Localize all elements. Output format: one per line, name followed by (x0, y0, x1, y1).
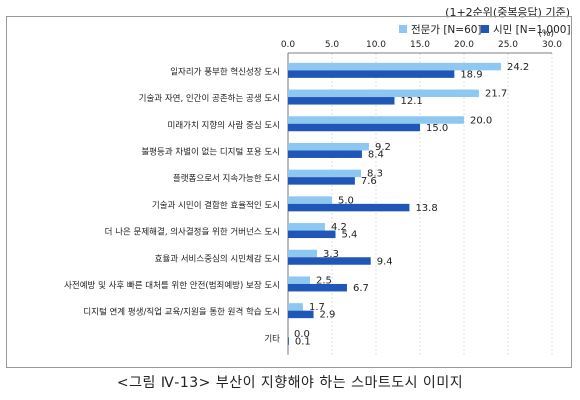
bar-series-1 (288, 89, 479, 98)
data-label-series-1: 2.5 (316, 275, 332, 286)
chart-frame: 전문가 [N=60] 시민 [N=1,000] (%) 0.0 5.0 10.0 15.0 2… (6, 16, 572, 368)
data-label-series-1: 4.2 (331, 222, 347, 233)
bar-series-1 (288, 223, 325, 231)
x-tick-label: 5.0 (325, 40, 340, 50)
bar-series-2 (288, 310, 314, 319)
bar-series-1 (288, 142, 369, 151)
bar-series-2 (288, 177, 355, 185)
bar-series-1 (288, 169, 362, 178)
bar-series-1 (288, 116, 464, 124)
category-label: 미래가치 지향의 사람 중심 도시 (168, 120, 280, 131)
bar-series-1 (288, 249, 318, 258)
bar-series-2 (288, 283, 347, 292)
figure-caption: <그림 Ⅳ-13> 부산이 지향해야 하는 스마트도시 이미지 (116, 375, 464, 391)
bar-chart: 전문가 [N=60] 시민 [N=1,000](%) 0.0 5.0 10.0 15.0 2… (64, 24, 571, 355)
category-label: 사전예방 및 사후 빠른 대처를 위한 안전(범죄예방) 보장 도시 (64, 280, 280, 291)
data-label-series-2: 18.9 (460, 69, 482, 80)
data-label-series-2: 12.1 (400, 96, 422, 107)
data-label-series-1: 8.3 (367, 169, 383, 180)
category-label: 플랫폼으로서 지속가능한 도시 (173, 173, 280, 184)
legend-label-series-2: 시민 [N=1,000] (493, 24, 571, 36)
x-tick-label: 30.0 (542, 40, 562, 50)
data-label-series-1: 24.2 (507, 62, 529, 73)
bar-series-2 (288, 150, 362, 158)
legend-label-series-1: 전문가 [N=60] (411, 24, 482, 36)
category-label: 효율과 서비스중심의 시민체감 도시 (155, 253, 280, 264)
data-label-series-2: 2.9 (320, 310, 336, 321)
legend-swatch-series-1 (399, 25, 407, 33)
data-label-series-2: 5.4 (342, 230, 358, 241)
data-label-series-1: 3.3 (323, 249, 339, 260)
x-tick-label: 15.0 (410, 40, 430, 50)
bar-series-2 (288, 230, 336, 239)
category-label: 일자리가 풍부한 혁신성장 도시 (170, 66, 280, 77)
bar-series-1 (288, 196, 332, 204)
category-label: 기타 (264, 334, 280, 344)
data-label-series-2: 13.8 (415, 203, 437, 214)
x-tick-label: 25.0 (498, 40, 518, 50)
category-label: 기술과 자연, 인간이 공존하는 공생 도시 (139, 93, 280, 104)
bar-series-1 (288, 276, 310, 284)
data-label-series-1: 0.0 (294, 329, 310, 340)
data-label-series-2: 0.1 (295, 336, 311, 347)
x-axis-unit: (%) (538, 29, 554, 39)
data-label-series-2: 6.7 (353, 283, 369, 294)
x-tick-label: 20.0 (454, 40, 474, 50)
data-label-series-1: 1.7 (309, 302, 325, 313)
survey-basis-note: (1+2순위(중복응답) 기준) (445, 6, 570, 19)
category-label: 더 나은 문제해결, 의사결정을 위한 거버넌스 도시 (105, 227, 280, 238)
bar-series-2 (288, 257, 371, 265)
bar-series-2 (288, 97, 395, 105)
data-label-series-1: 20.0 (470, 115, 492, 126)
category-label: 디지털 연계 평생/직업 교육/지원을 통한 원격 학습 도시 (83, 307, 280, 318)
category-label: 기술과 시민이 결합한 효율적인 도시 (152, 200, 280, 211)
bar-series-2 (288, 337, 289, 345)
bar-series-2 (288, 70, 455, 78)
bar-series-1 (288, 62, 501, 71)
category-label: 불평등과 차별이 없는 디지털 포용 도시 (141, 146, 280, 157)
data-label-series-2: 9.4 (377, 256, 393, 267)
bar-series-2 (288, 203, 410, 212)
data-label-series-1: 5.0 (338, 195, 354, 206)
data-label-series-2: 8.4 (368, 149, 384, 160)
x-tick-label: 10.0 (366, 40, 386, 50)
x-tick-label: 0.0 (281, 40, 296, 50)
bar-series-1 (288, 303, 303, 311)
legend-swatch-series-2 (481, 25, 489, 33)
bar-series-2 (288, 123, 420, 132)
data-label-series-1: 21.7 (485, 89, 507, 100)
data-label-series-1: 9.2 (375, 142, 391, 153)
data-label-series-2: 15.0 (426, 123, 448, 134)
data-label-series-2: 7.6 (361, 176, 377, 187)
